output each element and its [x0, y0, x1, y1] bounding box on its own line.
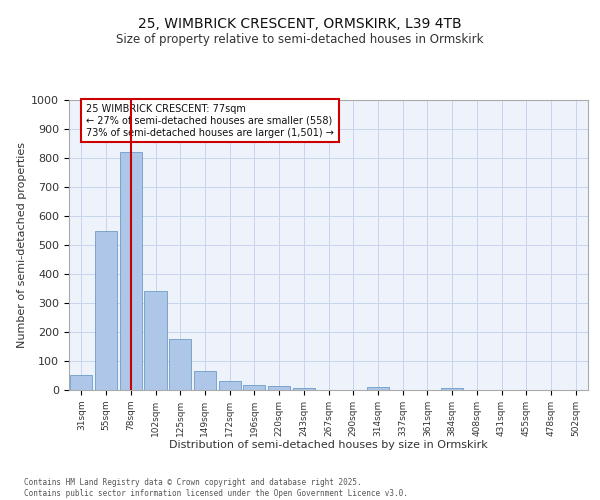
Text: Contains HM Land Registry data © Crown copyright and database right 2025.
Contai: Contains HM Land Registry data © Crown c…	[24, 478, 408, 498]
Text: 25 WIMBRICK CRESCENT: 77sqm
← 27% of semi-detached houses are smaller (558)
73% : 25 WIMBRICK CRESCENT: 77sqm ← 27% of sem…	[86, 104, 334, 138]
Text: 25, WIMBRICK CRESCENT, ORMSKIRK, L39 4TB: 25, WIMBRICK CRESCENT, ORMSKIRK, L39 4TB	[138, 18, 462, 32]
Bar	[293, 388, 315, 390]
Y-axis label: Number of semi-detached properties: Number of semi-detached properties	[17, 142, 27, 348]
Bar	[169, 339, 191, 390]
Bar	[145, 291, 167, 390]
Bar	[218, 382, 241, 390]
Bar	[70, 375, 92, 390]
Bar	[243, 385, 265, 390]
Bar	[367, 387, 389, 390]
Bar	[194, 371, 216, 390]
Bar	[268, 386, 290, 390]
Bar	[441, 388, 463, 390]
X-axis label: Distribution of semi-detached houses by size in Ormskirk: Distribution of semi-detached houses by …	[169, 440, 488, 450]
Text: Size of property relative to semi-detached houses in Ormskirk: Size of property relative to semi-detach…	[116, 32, 484, 46]
Bar	[119, 152, 142, 390]
Bar	[95, 230, 117, 390]
